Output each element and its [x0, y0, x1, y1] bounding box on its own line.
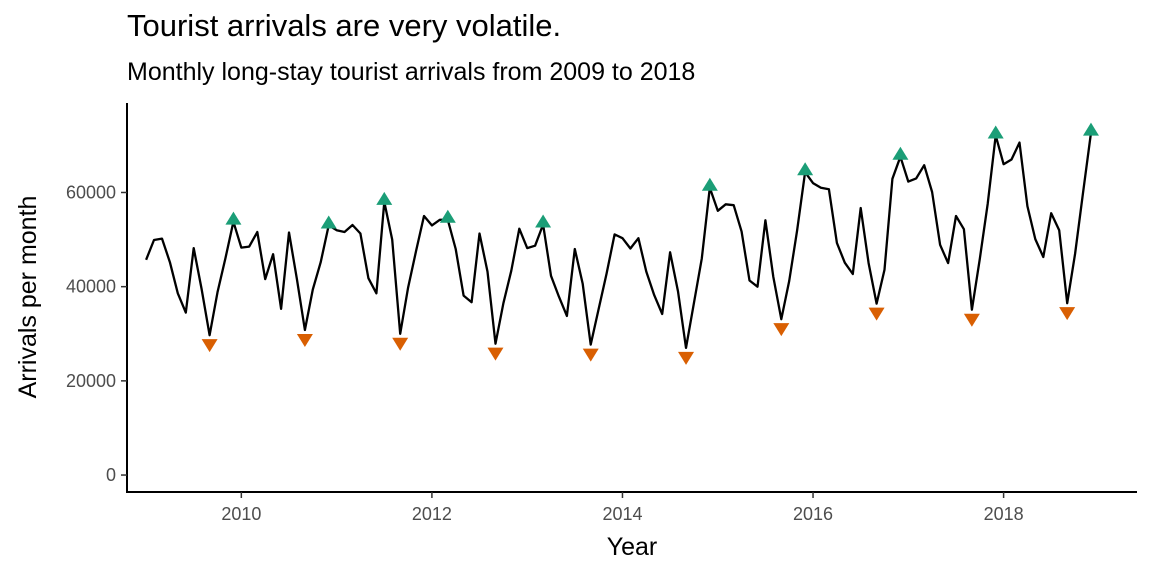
peak-marker: [439, 209, 456, 223]
trough-marker: [582, 348, 599, 362]
peak-marker: [987, 125, 1004, 139]
y-tick-label: 60000: [66, 182, 116, 202]
peak-marker: [225, 211, 242, 225]
x-axis-ticks: 2010 2012 2014 2016 2018: [221, 492, 1024, 524]
trough-marker: [678, 351, 695, 365]
x-tick-label: 2010: [221, 504, 261, 524]
trough-markers: [201, 307, 1076, 365]
y-axis-ticks: 0 20000 40000 60000: [66, 182, 127, 485]
arrivals-line: [145, 132, 1093, 350]
x-axis-title: Year: [607, 533, 658, 561]
peak-marker: [376, 191, 393, 205]
y-tick-label: 20000: [66, 371, 116, 391]
peak-marker: [535, 214, 552, 228]
x-tick-label: 2016: [793, 504, 833, 524]
peak-marker: [701, 177, 718, 191]
trough-marker: [201, 339, 218, 353]
trough-marker: [487, 347, 504, 361]
trough-marker: [773, 323, 790, 337]
trough-marker: [1059, 307, 1076, 321]
trough-marker: [963, 313, 980, 327]
peak-marker: [797, 162, 814, 176]
x-tick-label: 2014: [602, 504, 642, 524]
trough-marker: [868, 307, 885, 321]
y-tick-label: 40000: [66, 277, 116, 297]
peak-marker: [320, 215, 337, 229]
x-tick-label: 2012: [412, 504, 452, 524]
trough-marker: [392, 337, 409, 351]
y-tick-label: 0: [106, 465, 116, 485]
chart-title: Tourist arrivals are very volatile.: [127, 8, 562, 43]
trough-marker: [296, 333, 313, 347]
y-axis-title: Arrivals per month: [14, 196, 42, 399]
x-tick-label: 2018: [984, 504, 1024, 524]
peak-markers: [225, 122, 1099, 229]
chart-subtitle: Monthly long-stay tourist arrivals from …: [127, 58, 696, 86]
peak-marker: [1082, 122, 1099, 136]
peak-marker: [892, 146, 909, 160]
